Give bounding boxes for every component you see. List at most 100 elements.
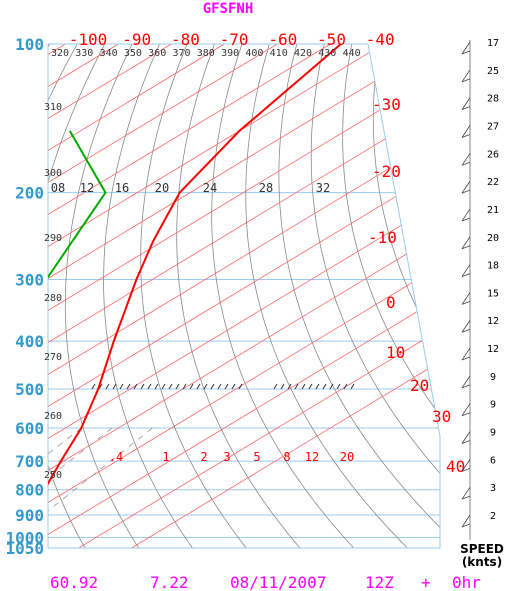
wind-barb <box>461 292 471 305</box>
pressure-label: 500 <box>15 380 44 399</box>
wind-speed-label: 2 <box>490 511 496 522</box>
wind-barb <box>461 180 471 194</box>
wind-speed-label: 25 <box>487 66 499 77</box>
hatch-mark <box>133 383 138 390</box>
temperature-line <box>48 44 342 538</box>
wind-barb <box>461 208 471 222</box>
wind-speed-label: 12 <box>487 344 499 355</box>
hatch-mark <box>301 383 306 390</box>
mixing-ratio-label: 2 <box>200 450 207 464</box>
wind-barb <box>461 97 471 110</box>
temperature-axis-label: -30 <box>372 95 401 114</box>
mixing-ratio-line <box>48 427 153 548</box>
isotherm-line <box>48 44 172 548</box>
wind-barb <box>461 495 471 500</box>
pressure-label: 800 <box>15 481 44 500</box>
wind-speed-label: 6 <box>490 455 496 466</box>
theta-label: 320 <box>51 48 69 59</box>
mixing-ratio-label: 20 <box>155 181 169 195</box>
hatch-mark <box>210 383 215 390</box>
isotherm-line <box>48 44 440 548</box>
temperature-tick-label: -90 <box>122 30 151 49</box>
temperature-tick-label: -70 <box>220 30 249 49</box>
temperature-tick-label: -50 <box>317 30 346 49</box>
wind-barb <box>461 459 471 472</box>
wind-barb <box>461 375 471 389</box>
plot-border <box>47 43 441 549</box>
wind-speed-label: 28 <box>487 94 499 105</box>
speed-unit-label: (knts) <box>462 555 502 569</box>
hatch-mark <box>287 383 292 390</box>
theta-label: 420 <box>294 48 312 59</box>
wind-speed-label: 3 <box>490 483 496 494</box>
wind-speed-label: 22 <box>487 177 499 188</box>
wind-barb <box>461 301 471 305</box>
pressure-label: 700 <box>15 452 44 471</box>
wind-barb <box>461 134 471 138</box>
dry-adiabat-line <box>48 44 51 548</box>
isotherm-line <box>48 44 440 548</box>
wind-barb <box>461 217 471 222</box>
dry-adiabat-line <box>245 44 408 548</box>
hatch-mark <box>224 383 229 390</box>
mixing-ratio-label: .4 <box>109 450 123 464</box>
temperature-axis-label: 20 <box>410 376 429 395</box>
hatch-mark <box>168 383 173 390</box>
theta-label: 370 <box>172 48 190 59</box>
dry-adiabat-line <box>310 44 440 548</box>
mixing-ratio-label: 20 <box>340 450 354 464</box>
wind-speed-label: 27 <box>487 121 499 132</box>
mixing-ratio-label: 24 <box>203 181 217 195</box>
wind-barb <box>461 523 471 528</box>
wind-speed-label: 18 <box>487 261 499 272</box>
temperature-tick-label: -60 <box>268 30 297 49</box>
chart-title: GFSFNH <box>203 1 254 17</box>
temperature-axis-label: 0 <box>386 293 396 312</box>
hatch-mark <box>350 383 355 390</box>
hatch-mark <box>119 383 124 390</box>
wind-barb <box>461 264 471 277</box>
dry-adiabat-line <box>176 44 301 548</box>
pressure-label: 1050 <box>5 539 44 558</box>
theta-label: 340 <box>100 48 118 59</box>
wind-speed-label: 17 <box>487 38 499 49</box>
hatch-mark <box>161 383 166 390</box>
wind-column: 17 25 28 27 26 22 21 20 18 15 12 12 9 9 9 6 3 2 <box>461 38 499 540</box>
wind-speed-label: 9 <box>490 400 496 411</box>
isotherm-line <box>131 44 440 548</box>
footer-precipitable-water: 60.92 <box>50 573 98 591</box>
footer-forecast-hour: 0hr <box>452 573 481 591</box>
hatch-mark <box>336 383 341 390</box>
wind-barb <box>461 78 471 83</box>
hatch-mark <box>196 383 201 390</box>
wind-barb <box>461 236 471 249</box>
wind-barb <box>461 384 471 389</box>
hatch-mark <box>91 383 96 390</box>
temperature-tick-label: -100 <box>69 30 108 49</box>
hatch-mark <box>329 383 334 390</box>
wind-barb <box>461 153 471 166</box>
wind-speed-label: 12 <box>487 316 499 327</box>
mixing-ratio-label: 16 <box>115 181 129 195</box>
speed-label: SPEED <box>460 542 504 556</box>
hatch-mark <box>322 383 327 390</box>
footer-date: 08/11/2007 <box>230 573 326 591</box>
temperature-axis-label: -20 <box>372 162 401 181</box>
dry-adiabat-line <box>278 44 440 548</box>
pressure-label: 300 <box>15 270 44 289</box>
hatch-mark <box>140 383 145 390</box>
hatch-mark <box>308 383 313 390</box>
hatch-mark <box>217 383 222 390</box>
wind-barb <box>461 41 471 55</box>
chart-frame <box>47 43 441 549</box>
wind-barb <box>461 69 471 83</box>
hatch-mark <box>154 383 159 390</box>
hatch-mark <box>280 383 285 390</box>
isotherm-line <box>48 44 440 548</box>
wind-speed-label: 20 <box>487 233 499 244</box>
footer-lifted-index: 7.22 <box>150 573 189 591</box>
sounding-profiles <box>48 44 342 538</box>
wind-barb <box>461 320 471 333</box>
hatch-mark <box>238 383 243 390</box>
hatch-mark <box>105 383 110 390</box>
